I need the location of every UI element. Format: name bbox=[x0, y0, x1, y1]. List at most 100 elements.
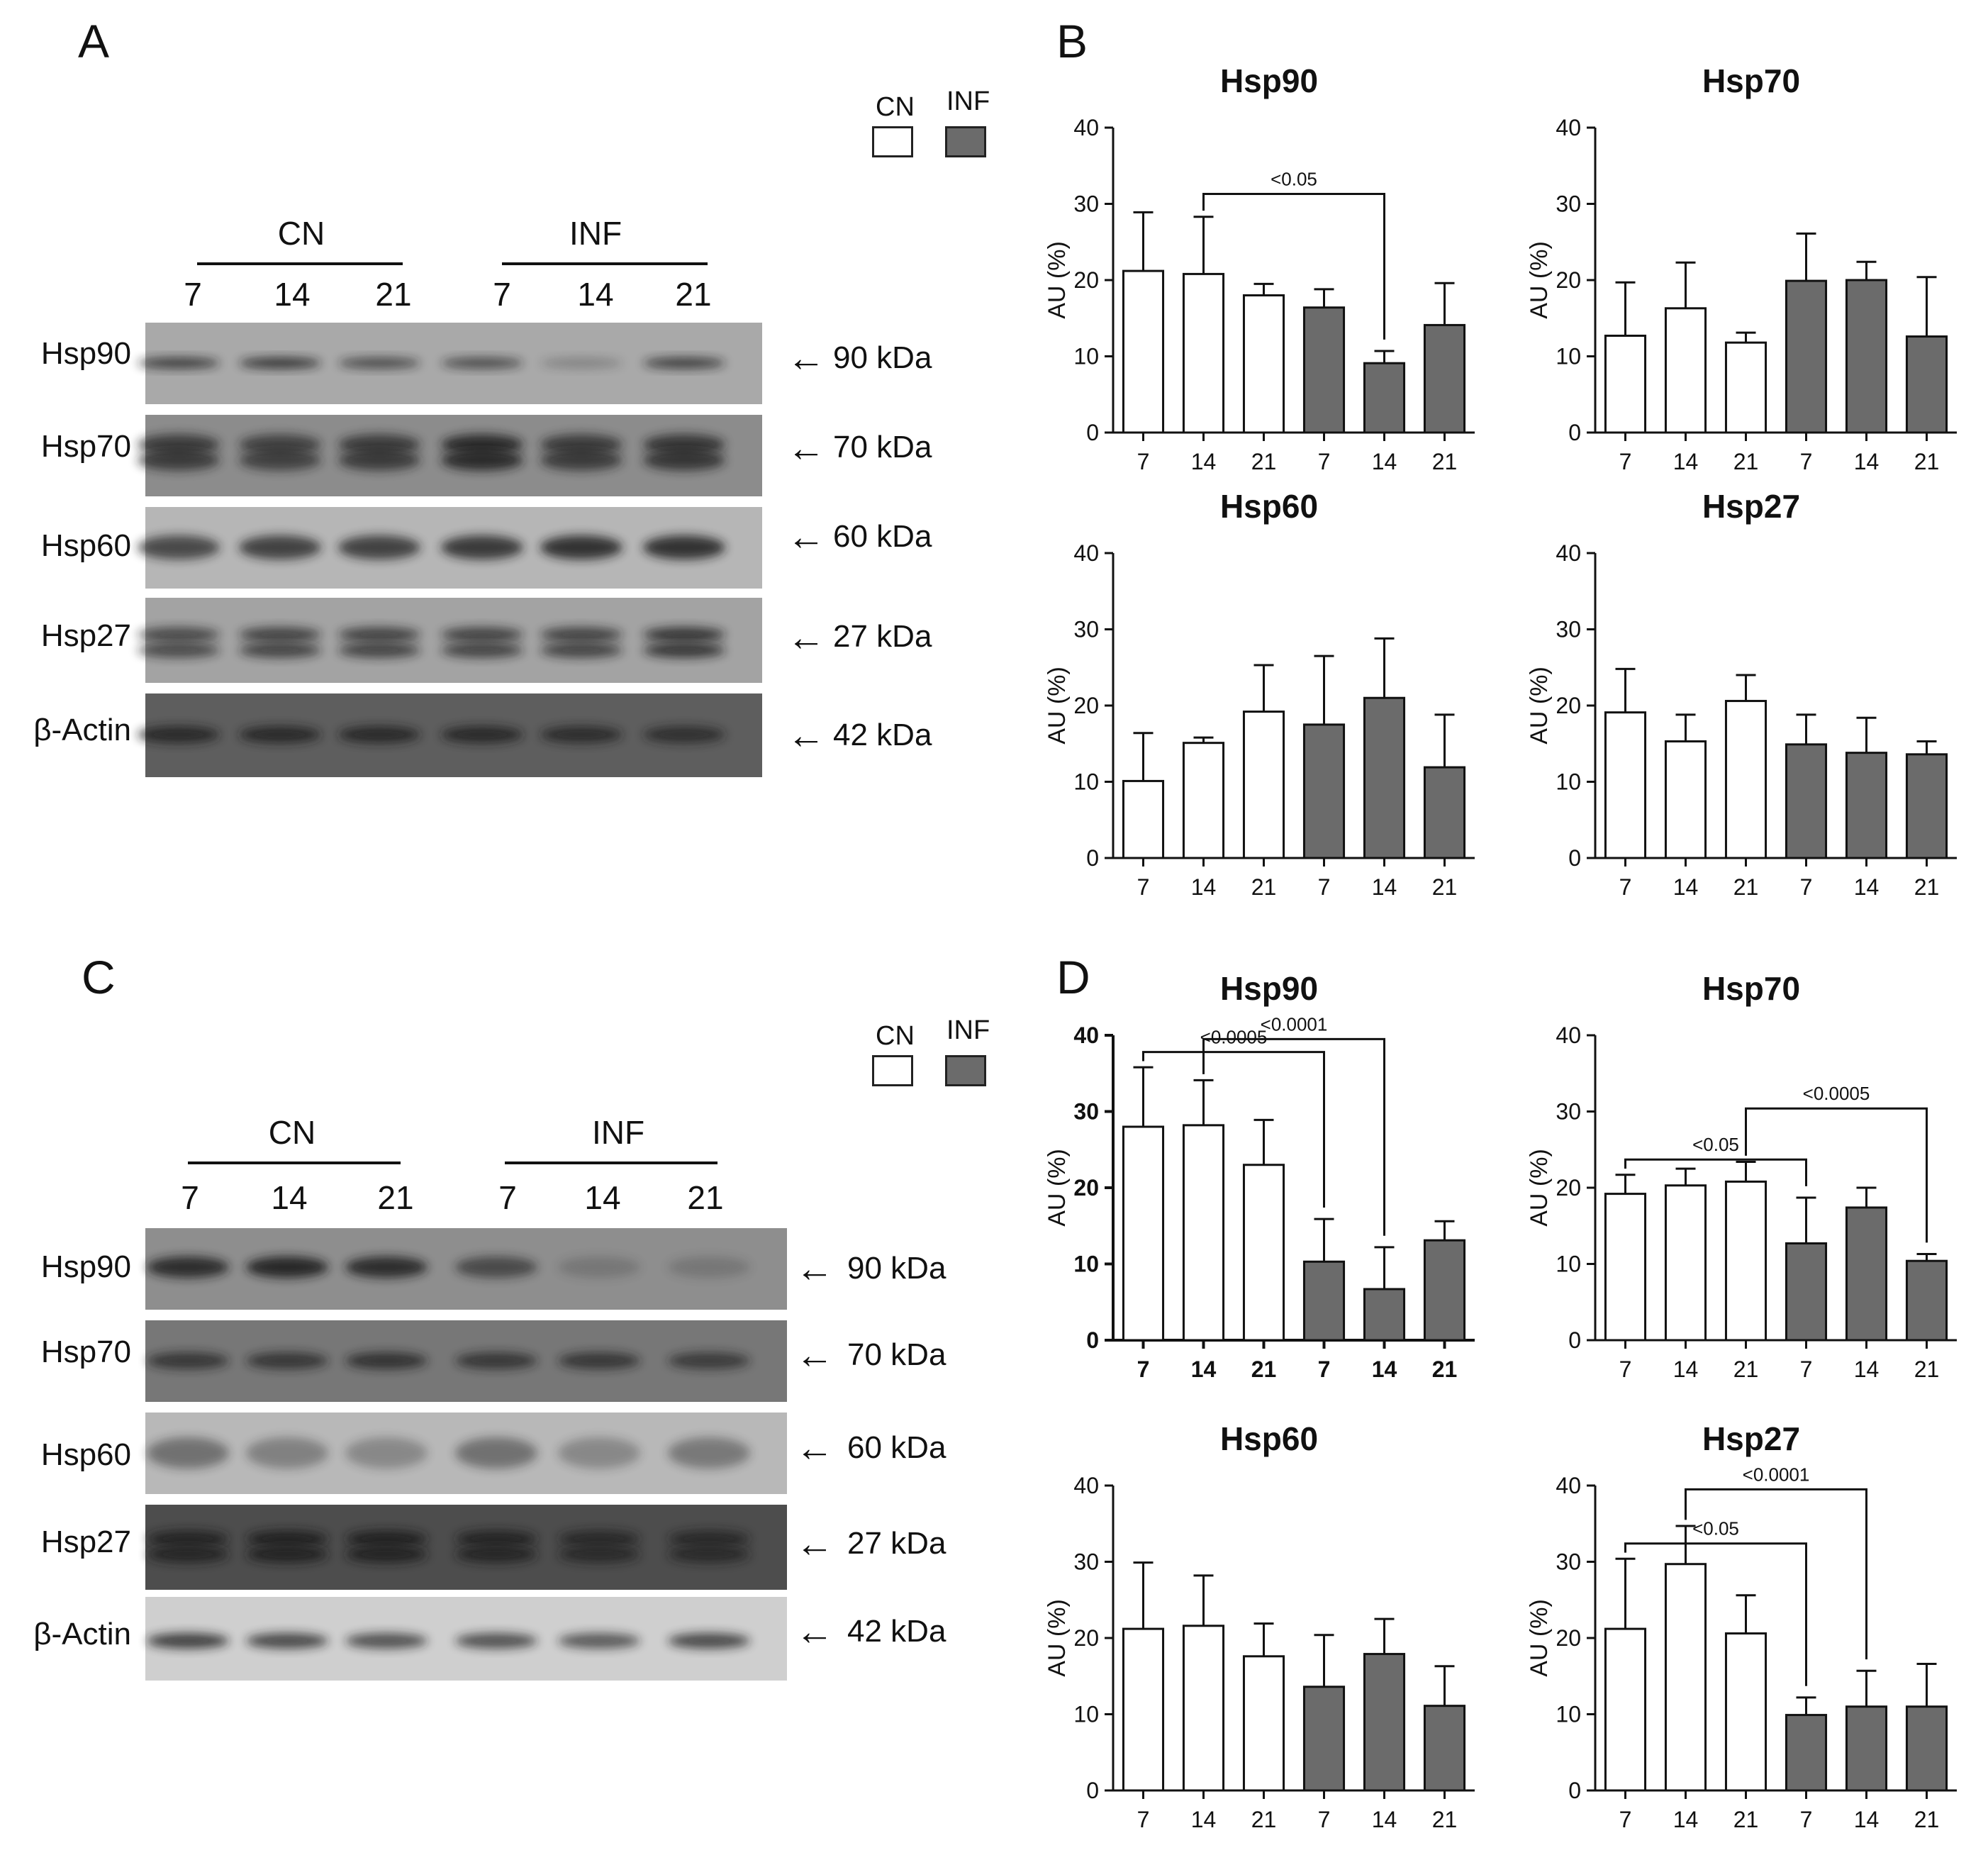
x-tick-label: 21 bbox=[1733, 1807, 1759, 1832]
blot-row-label: Hsp70 bbox=[40, 429, 131, 464]
panel-letter-d: D bbox=[1056, 951, 1090, 1003]
bar-cn-14 bbox=[1664, 1184, 1707, 1342]
arrow-left-icon: ← bbox=[795, 1522, 834, 1565]
x-tick-label: 14 bbox=[1372, 449, 1397, 474]
y-tick-label: 10 bbox=[1073, 344, 1099, 369]
blot-c-band bbox=[345, 1257, 428, 1278]
blot-c-band bbox=[345, 1633, 428, 1649]
y-tick-label: 0 bbox=[1568, 1778, 1581, 1803]
blot-c-band bbox=[455, 1546, 537, 1563]
x-tick-label: 7 bbox=[1800, 449, 1813, 474]
significance-label: <0.0001 bbox=[1261, 1013, 1328, 1035]
bar-cn-21 bbox=[1242, 294, 1285, 434]
bar-cn-21 bbox=[1242, 711, 1285, 859]
blot-kda-label: 70 kDa bbox=[847, 1337, 946, 1372]
blot-a-band bbox=[338, 357, 420, 369]
chart-title: Hsp90 bbox=[1220, 62, 1318, 99]
blot-a-band bbox=[239, 726, 321, 743]
panel-letter-a: A bbox=[78, 15, 110, 67]
chart-title: Hsp27 bbox=[1702, 1420, 1800, 1457]
blot-a-band bbox=[138, 450, 220, 471]
bar-inf-7 bbox=[1302, 1260, 1346, 1342]
y-tick-label: 0 bbox=[1086, 420, 1099, 445]
y-tick-label: 0 bbox=[1086, 1327, 1099, 1353]
x-tick-label: 14 bbox=[1854, 449, 1880, 474]
bar-cn-7 bbox=[1122, 1125, 1165, 1342]
arrow-left-icon: ← bbox=[787, 427, 825, 469]
blot-c-band bbox=[147, 1633, 229, 1649]
blot-c-band bbox=[246, 1546, 328, 1563]
blot-row-label: Hsp60 bbox=[40, 1437, 131, 1472]
panel-letter-c: C bbox=[82, 951, 116, 1003]
blot-kda-label: 90 kDa bbox=[833, 340, 932, 375]
bar-inf-21 bbox=[1905, 1259, 1948, 1342]
blot-lane-label: 14 bbox=[584, 1179, 621, 1216]
y-tick-label: 10 bbox=[1073, 769, 1099, 795]
chart-ylabel: AU (%) bbox=[1526, 1599, 1553, 1677]
blot-lane-label: 21 bbox=[675, 276, 712, 313]
blot-a-band bbox=[540, 627, 622, 642]
blot-c-band bbox=[345, 1530, 428, 1547]
y-tick-label: 10 bbox=[1073, 1702, 1099, 1727]
blot-row-label: Hsp60 bbox=[40, 528, 131, 563]
y-tick-label: 10 bbox=[1556, 1702, 1581, 1727]
bar-inf-14 bbox=[1363, 362, 1406, 434]
blot-c-band bbox=[668, 1437, 750, 1469]
x-tick-label: 14 bbox=[1372, 874, 1397, 900]
blot-lane-label: 7 bbox=[181, 1179, 199, 1216]
blot-group-label: INF bbox=[591, 1114, 645, 1151]
bar-inf-7 bbox=[1785, 743, 1828, 859]
blot-c-band bbox=[345, 1437, 428, 1469]
panel-letter-b: B bbox=[1056, 15, 1088, 67]
significance-bracket bbox=[1745, 1107, 1928, 1243]
blot-a-band bbox=[138, 357, 220, 369]
blot-group-line bbox=[197, 262, 403, 265]
blot-lane-label: 14 bbox=[274, 276, 311, 313]
bar-cn-14 bbox=[1182, 1124, 1225, 1342]
y-tick-label: 20 bbox=[1073, 1175, 1099, 1200]
significance-bracket bbox=[1624, 1542, 1807, 1686]
y-tick-label: 0 bbox=[1568, 845, 1581, 871]
y-tick-label: 40 bbox=[1073, 540, 1099, 566]
blot-lane-label: 7 bbox=[184, 276, 202, 313]
blot-a-band bbox=[338, 535, 420, 559]
blot-a-band bbox=[338, 627, 420, 642]
bar-cn-14 bbox=[1182, 1625, 1225, 1792]
legend-inf-label: INF bbox=[946, 1015, 990, 1045]
blot-group-label: INF bbox=[569, 215, 622, 252]
blot-row-label: Hsp90 bbox=[40, 336, 131, 371]
x-tick-label: 21 bbox=[1733, 449, 1759, 474]
y-tick-label: 40 bbox=[1556, 540, 1581, 566]
bar-chart-b-hsp27: Hsp27 AU (%) 0 10 20 30 40 7 14 21 7 14 21 bbox=[1503, 482, 1964, 911]
blot-row-label: Hsp27 bbox=[40, 1525, 131, 1559]
bar-cn-21 bbox=[1242, 1655, 1285, 1792]
bar-inf-21 bbox=[1905, 753, 1948, 859]
x-tick-label: 14 bbox=[1191, 874, 1217, 900]
blot-c-band bbox=[558, 1257, 640, 1278]
chart-title: Hsp60 bbox=[1220, 488, 1318, 525]
bar-inf-7 bbox=[1785, 1714, 1828, 1792]
blot-c-band bbox=[246, 1437, 328, 1469]
x-tick-label: 21 bbox=[1914, 874, 1940, 900]
x-tick-label: 21 bbox=[1733, 874, 1759, 900]
blot-a-band bbox=[239, 450, 321, 471]
y-tick-label: 30 bbox=[1556, 191, 1581, 217]
blot-c-band bbox=[246, 1257, 328, 1278]
blot-a-band bbox=[338, 434, 420, 455]
y-tick-label: 40 bbox=[1556, 1023, 1581, 1048]
x-tick-label: 21 bbox=[1914, 449, 1940, 474]
x-tick-label: 7 bbox=[1619, 1356, 1632, 1382]
y-tick-label: 20 bbox=[1073, 693, 1099, 718]
arrow-left-icon: ← bbox=[787, 337, 825, 379]
arrow-left-icon: ← bbox=[795, 1247, 834, 1290]
chart-title: Hsp70 bbox=[1702, 970, 1800, 1007]
y-tick-label: 30 bbox=[1556, 617, 1581, 642]
arrow-left-icon: ← bbox=[795, 1610, 834, 1653]
chart-ylabel: AU (%) bbox=[1526, 1149, 1553, 1227]
bar-cn-7 bbox=[1604, 1627, 1647, 1792]
blot-a-band bbox=[338, 642, 420, 658]
bar-cn-14 bbox=[1664, 307, 1707, 434]
chart-ylabel: AU (%) bbox=[1044, 667, 1071, 745]
bar-inf-14 bbox=[1845, 279, 1888, 434]
